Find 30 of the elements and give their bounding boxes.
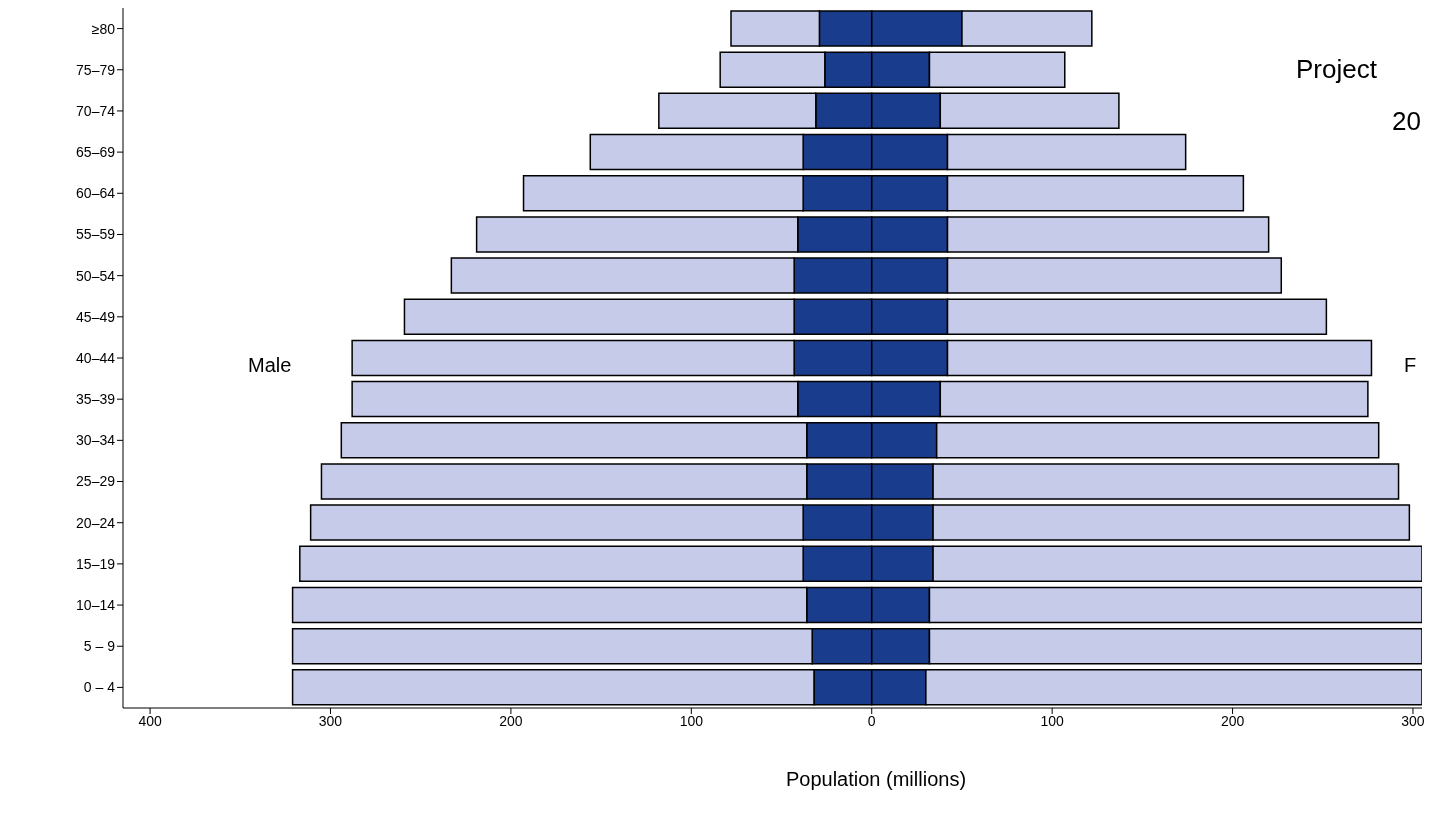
y-tick-label: 50–54 (76, 267, 116, 284)
y-tick-label: 70–74 (76, 102, 116, 119)
y-tick-label: 25–29 (76, 473, 116, 490)
annotation: Project (1296, 54, 1377, 85)
x-tick-label: 200 (1220, 712, 1245, 729)
y-tick-label: ≥80 (91, 20, 116, 37)
y-tick-label: 35–39 (76, 391, 116, 408)
x-tick-label: 300 (1401, 712, 1425, 729)
x-tick-label: 0 (867, 712, 876, 729)
y-tick-label: 40–44 (76, 349, 116, 366)
y-tick-label: 30–34 (76, 432, 116, 449)
y-tick-label: 5 – 9 (83, 638, 116, 655)
annotation: Male (248, 354, 292, 377)
x-tick-label: 100 (1040, 712, 1065, 729)
annotation: 20 (1392, 106, 1421, 137)
y-tick-label: 0 – 4 (83, 679, 116, 696)
x-tick-label: 300 (318, 712, 343, 729)
x-tick-label: 100 (679, 712, 704, 729)
y-tick-label: 45–49 (76, 308, 116, 325)
y-tick-label: 20–24 (76, 514, 116, 531)
y-tick-label: 60–64 (76, 185, 116, 202)
x-tick-label: 400 (138, 712, 162, 729)
y-tick-label: 15–19 (76, 555, 116, 572)
annotation: F (1404, 354, 1417, 377)
x-axis-title: Population (millions) (785, 768, 967, 791)
y-tick-label: 75–79 (76, 61, 116, 78)
x-tick-label: 200 (499, 712, 523, 729)
y-tick-label: 65–69 (76, 144, 116, 161)
y-tick-label: 55–59 (76, 226, 116, 243)
y-tick-label: 10–14 (76, 597, 116, 614)
